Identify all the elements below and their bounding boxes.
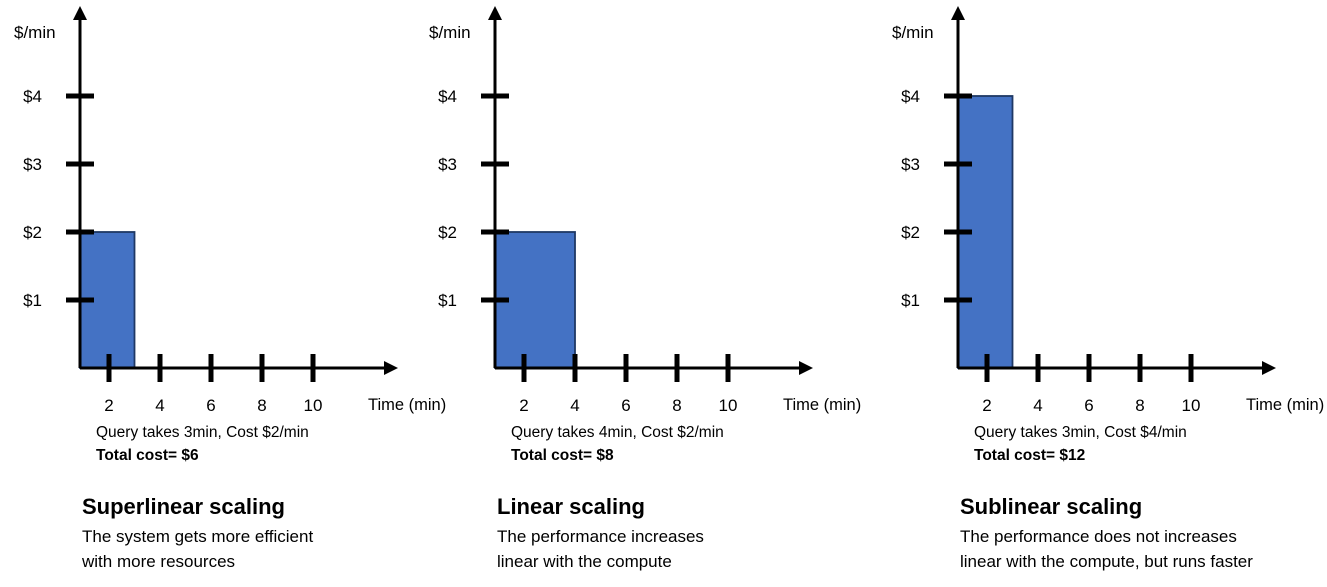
chart-description-line: with more resources <box>82 552 236 571</box>
chart-panel-sublinear: $1 $2 $3 $4 2 4 6 8 10 $/min Time (min) Query take… <box>884 0 1327 574</box>
svg-text:8: 8 <box>1135 396 1144 415</box>
chart-title: Sublinear scaling <box>960 494 1143 519</box>
svg-text:$/min: $/min <box>14 23 56 42</box>
svg-text:8: 8 <box>257 396 266 415</box>
svg-text:6: 6 <box>1084 396 1093 415</box>
svg-text:$4: $4 <box>901 87 920 106</box>
svg-text:$2: $2 <box>23 223 42 242</box>
chart-description-line: linear with the compute <box>497 552 672 571</box>
svg-text:6: 6 <box>206 396 215 415</box>
svg-text:10: 10 <box>1182 396 1201 415</box>
chart-title: Linear scaling <box>497 494 645 519</box>
chart-legend-block: Superlinear scaling The system gets more… <box>0 493 442 574</box>
chart-total-cost: Total cost= $8 <box>511 447 614 464</box>
svg-text:$4: $4 <box>23 87 42 106</box>
chart-description-line: The performance does not increases <box>960 527 1237 546</box>
svg-text:Time (min): Time (min) <box>368 396 446 414</box>
svg-text:$2: $2 <box>901 223 920 242</box>
chart-total-cost: Total cost= $12 <box>974 447 1086 464</box>
linear-bar-chart: $1 $2 $3 $4 2 4 6 8 10 $/min Time (min) <box>429 6 861 415</box>
svg-text:$1: $1 <box>23 291 42 310</box>
chart-caption: Query takes 3min, Cost $4/min <box>974 424 1187 441</box>
chart-caption-block: Query takes 3min, Cost $2/min Total cost… <box>0 421 442 467</box>
svg-text:$/min: $/min <box>429 23 471 42</box>
svg-text:4: 4 <box>1033 396 1042 415</box>
chart-description-line: The system gets more efficient <box>82 527 314 546</box>
chart-legend-block: Linear scaling The performance increases… <box>415 493 884 574</box>
svg-text:10: 10 <box>719 396 738 415</box>
svg-text:2: 2 <box>104 396 113 415</box>
svg-text:$3: $3 <box>438 155 457 174</box>
chart-panel-superlinear: $1 $2 $3 $4 2 4 6 8 10 $/min Time (min) Query take… <box>0 0 446 574</box>
chart-panel-linear: $1 $2 $3 $4 2 4 6 8 10 $/min Time (min) Query take… <box>429 0 884 574</box>
chart-caption-block: Query takes 4min, Cost $2/min Total cost… <box>415 421 884 467</box>
sublinear-bar-chart: $1 $2 $3 $4 2 4 6 8 10 $/min Time (min) <box>892 6 1324 415</box>
svg-text:$3: $3 <box>901 155 920 174</box>
svg-text:$2: $2 <box>438 223 457 242</box>
svg-text:2: 2 <box>519 396 528 415</box>
svg-text:4: 4 <box>570 396 579 415</box>
chart-description-line: The performance increases <box>497 527 704 546</box>
chart-caption: Query takes 4min, Cost $2/min <box>511 424 724 441</box>
svg-text:Time (min): Time (min) <box>1246 396 1324 414</box>
svg-text:6: 6 <box>621 396 630 415</box>
superlinear-bar-chart: $1 $2 $3 $4 2 4 6 8 10 $/min Time (min) <box>14 6 446 415</box>
svg-text:$1: $1 <box>438 291 457 310</box>
svg-text:$1: $1 <box>901 291 920 310</box>
svg-text:8: 8 <box>672 396 681 415</box>
svg-text:Time (min): Time (min) <box>783 396 861 414</box>
chart-caption: Query takes 3min, Cost $2/min <box>96 424 309 441</box>
chart-caption-block: Query takes 3min, Cost $4/min Total cost… <box>878 421 1327 467</box>
chart-title: Superlinear scaling <box>82 494 285 519</box>
chart-description-line: linear with the compute, but runs faster <box>960 552 1253 571</box>
svg-text:$/min: $/min <box>892 23 934 42</box>
svg-text:$3: $3 <box>23 155 42 174</box>
svg-text:2: 2 <box>982 396 991 415</box>
svg-text:$4: $4 <box>438 87 457 106</box>
svg-text:4: 4 <box>155 396 164 415</box>
scaling-comparison-figure: $1 $2 $3 $4 2 4 6 8 10 $/min Time (min) Query take… <box>0 0 1327 574</box>
chart-total-cost: Total cost= $6 <box>96 447 199 464</box>
chart-legend-block: Sublinear scaling The performance does n… <box>878 493 1327 574</box>
svg-text:10: 10 <box>304 396 323 415</box>
